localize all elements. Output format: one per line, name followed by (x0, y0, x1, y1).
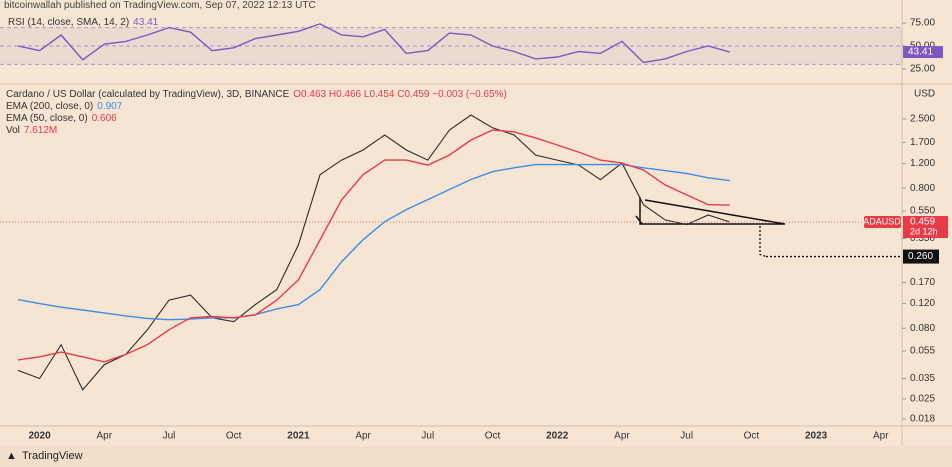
y-tick-label: 0.120 (910, 298, 935, 309)
x-tick-label: Jul (421, 431, 434, 442)
y-tick-label: 0.055 (910, 346, 935, 357)
symbol-tag: ADAUSD (863, 216, 901, 226)
ema50-name: EMA (50, close, 0) (6, 113, 88, 124)
target-drop (759, 226, 767, 258)
y-tick-label: 0.080 (910, 323, 935, 334)
x-tick-label: Apr (614, 431, 630, 442)
series-line (17, 114, 730, 391)
legend-row: Cardano / US Dollar (calculated by Tradi… (6, 89, 511, 101)
countdown-label: 2d 12h (910, 226, 938, 236)
target-label: 0.260 (908, 251, 933, 262)
rsi-legend: RSI (14, close, SMA, 14, 2) 43.41 (8, 17, 162, 29)
rsi-value: 43.41 (133, 17, 159, 28)
y-tick-label: 1.700 (910, 137, 935, 148)
y-tick-label: 0.170 (910, 277, 935, 288)
ema200-name: EMA (200, close, 0) (6, 101, 94, 112)
legend-row: Vol 7.612M (6, 125, 511, 137)
y-tick-label: 0.550 (910, 206, 935, 217)
volume-value: 7.612M (23, 125, 58, 136)
x-tick-label: Apr (96, 431, 112, 442)
x-tick-label: Apr (355, 431, 371, 442)
y-tick-label: 0.800 (910, 183, 935, 194)
x-tick-label: 2020 (28, 431, 51, 442)
legend-row: EMA (50, close, 0) 0.606 (6, 113, 511, 125)
x-tick-label: Apr (873, 431, 889, 442)
y-tick-label: 0.025 (910, 394, 935, 405)
footer-brand: TradingView (22, 450, 83, 462)
logo-mark: ▲ (6, 450, 17, 462)
x-tick-label: Jul (163, 431, 176, 442)
triangle-lines (639, 197, 786, 225)
rsi-last-label: 43.41 (908, 47, 933, 58)
legend-row: EMA (200, close, 0) 0.907 (6, 101, 511, 113)
ohlc: O0.463 H0.466 L0.454 C0.459 −0.003 (−0.6… (293, 89, 507, 100)
symbol-name: Cardano / US Dollar (calculated by Tradi… (6, 89, 290, 100)
series-line (17, 23, 730, 64)
ema50-value: 0.606 (91, 113, 117, 124)
triangle-tick (635, 215, 643, 225)
x-tick-label: 2022 (546, 431, 569, 442)
ema200-value: 0.907 (97, 101, 123, 112)
y-tick-label: 0.035 (910, 373, 935, 384)
target-box (903, 249, 939, 264)
y-tick-label: 1.200 (910, 158, 935, 169)
x-tick-label: 2021 (287, 431, 310, 442)
series-line (17, 129, 730, 363)
rsi-name: RSI (14, close, SMA, 14, 2) (8, 17, 130, 28)
y-tick-label: 25.00 (910, 64, 935, 75)
triangle-pattern (635, 197, 786, 225)
last-price-box (903, 216, 948, 239)
footer-bar: ▲ TradingView (0, 446, 952, 467)
series-line (17, 163, 730, 321)
volume-name: Vol (6, 125, 20, 136)
x-tick-label: Oct (744, 431, 760, 442)
y-tick-label: 2.500 (910, 114, 935, 125)
x-tick-label: Oct (485, 431, 501, 442)
y-axis-label: USD (914, 89, 935, 100)
y-tick-label: 0.018 (910, 414, 935, 425)
rsi-last-box (903, 46, 943, 59)
y-tick-label: 75.00 (910, 18, 935, 29)
symbol-tag-box (864, 216, 901, 229)
price-legend: Cardano / US Dollar (calculated by Tradi… (6, 89, 511, 137)
publish-header: bitcoinwallah published on TradingView.c… (4, 0, 316, 11)
last-price-label: 0.459 (910, 217, 935, 228)
x-tick-label: 2023 (805, 431, 828, 442)
y-tick-label: 0.350 (910, 233, 935, 244)
x-tick-label: Jul (680, 431, 693, 442)
x-tick-label: Oct (226, 431, 242, 442)
